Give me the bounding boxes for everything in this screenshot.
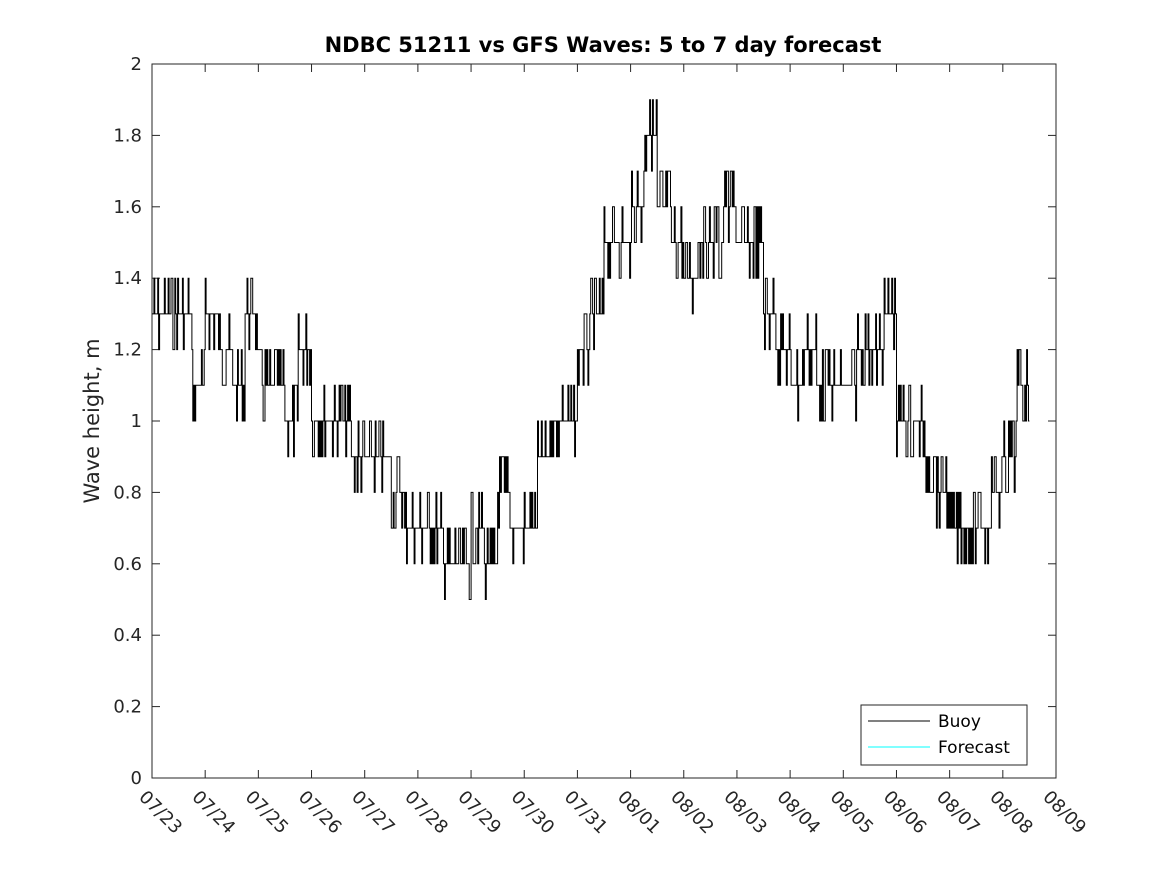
y-tick-label: 1.6 <box>113 197 142 218</box>
y-tick-label: 0.6 <box>113 554 142 575</box>
x-tick-label: 08/06 <box>879 787 931 839</box>
x-tick-label: 08/07 <box>932 787 984 839</box>
legend: Buoy Forecast <box>860 704 1028 766</box>
x-tick-label: 08/05 <box>826 787 878 839</box>
series-layer <box>152 99 1030 600</box>
x-tick-label: 08/02 <box>666 787 718 839</box>
y-tick-label: 1.8 <box>113 125 142 146</box>
x-tick-label: 07/31 <box>560 787 612 839</box>
x-tick-label: 07/25 <box>241 787 293 839</box>
y-tick-label: 1 <box>131 411 142 432</box>
x-tick-label: 07/27 <box>347 787 399 839</box>
x-tick-label: 08/04 <box>773 787 825 839</box>
y-tick-label: 1.2 <box>113 340 142 361</box>
y-tick-label: 0.4 <box>113 625 142 646</box>
series-line-buoy <box>152 99 1030 600</box>
legend-box <box>860 704 1028 766</box>
x-tick-label: 07/29 <box>454 787 506 839</box>
y-tick-label: 0 <box>131 768 142 789</box>
x-tick-label: 08/08 <box>985 787 1037 839</box>
x-tick-label: 08/01 <box>613 787 665 839</box>
x-tick-label: 07/24 <box>188 787 240 839</box>
legend-buoy-label: Buoy <box>938 712 981 732</box>
legend-forecast-label: Forecast <box>938 738 1010 758</box>
x-tick-label: 07/23 <box>134 787 186 839</box>
y-tick-label: 0.8 <box>113 482 142 503</box>
x-tick-label: 07/28 <box>400 787 452 839</box>
chart-title: NDBC 51211 vs GFS Waves: 5 to 7 day fore… <box>325 33 882 57</box>
y-tick-label: 1.4 <box>113 268 142 289</box>
y-axis: 0 0.2 0.4 0.6 0.8 1 1.2 1.4 1.6 1.8 2 <box>113 54 1056 789</box>
x-tick-label: 08/03 <box>719 787 771 839</box>
x-tick-label: 07/26 <box>294 787 346 839</box>
x-tick-label: 07/30 <box>507 787 559 839</box>
x-tick-label: 08/09 <box>1038 787 1090 839</box>
y-tick-label: 2 <box>131 54 142 75</box>
y-tick-label: 0.2 <box>113 697 142 718</box>
y-axis-label: Wave height, m <box>80 338 104 503</box>
